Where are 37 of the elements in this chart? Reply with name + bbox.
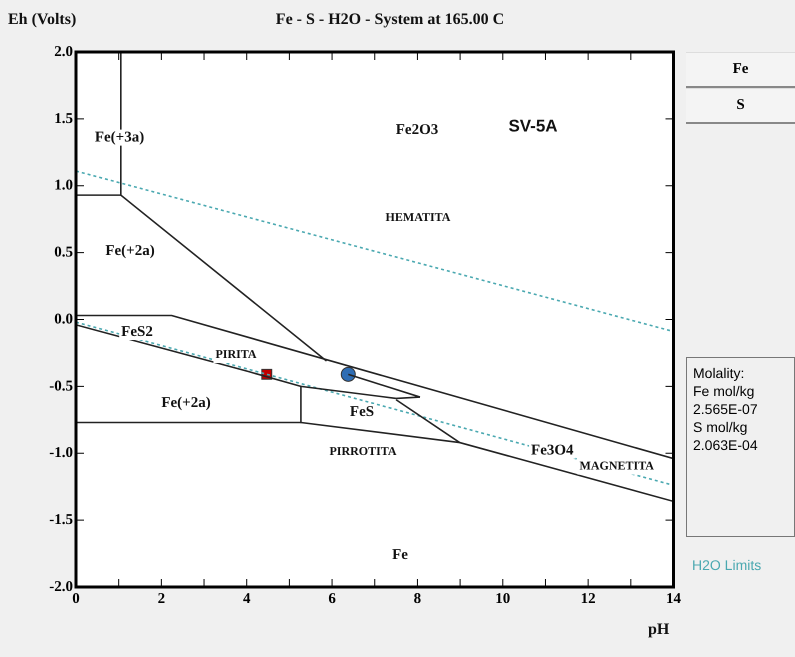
- x-tick-label: 4: [242, 590, 251, 607]
- annotation: Fe3O4: [531, 442, 574, 458]
- annotation: MAGNETITA: [580, 458, 654, 473]
- annotation: PIRITA: [215, 347, 257, 362]
- annotation: Fe: [392, 546, 408, 563]
- annotation: HEMATITA: [386, 210, 451, 224]
- chart-title: Fe - S - H2O - System at 165.00 C: [276, 11, 504, 28]
- y-axis-title: Eh (Volts): [8, 11, 76, 28]
- x-tick-label: 8: [414, 590, 422, 607]
- y-tick-label: -0.5: [49, 378, 73, 394]
- x-tick-label: 2: [158, 590, 166, 607]
- y-tick-label: 2.0: [54, 44, 73, 60]
- annotation: FeS: [350, 404, 374, 420]
- y-tick-label: 0.0: [54, 311, 73, 328]
- text: S: [686, 88, 795, 124]
- annotation: Fe(+2a): [161, 394, 211, 411]
- x-tick-label: 14: [666, 590, 682, 607]
- annotation: Fe(+3a): [94, 129, 144, 146]
- x-tick-label: 0: [72, 590, 80, 607]
- text: Fe: [686, 52, 795, 88]
- text: H2O Limits: [692, 557, 762, 573]
- y-tick-label: -1.0: [49, 445, 73, 462]
- annotation: Fe2O3: [396, 122, 438, 138]
- annotation: SV-5A: [508, 116, 558, 136]
- y-tick-label: 0.5: [54, 244, 73, 260]
- x-tick-label: 12: [580, 590, 596, 607]
- annotation: Fe(+2a): [105, 242, 155, 259]
- y-tick-label: 1.0: [54, 178, 73, 194]
- y-tick-label: -2.0: [49, 578, 73, 595]
- x-tick-label: 10: [495, 590, 510, 607]
- y-tick-label: -1.5: [49, 512, 73, 528]
- annotation: FeS2: [121, 324, 153, 340]
- text: Molality: Fe mol/kg 2.565E-07 S mol/kg 2.063E-04: [686, 357, 795, 537]
- x-tick-label: 6: [328, 590, 336, 607]
- y-tick-label: 1.5: [54, 110, 73, 127]
- annotation: PIRROTITA: [329, 444, 397, 458]
- x-axis-title: pH: [648, 621, 670, 638]
